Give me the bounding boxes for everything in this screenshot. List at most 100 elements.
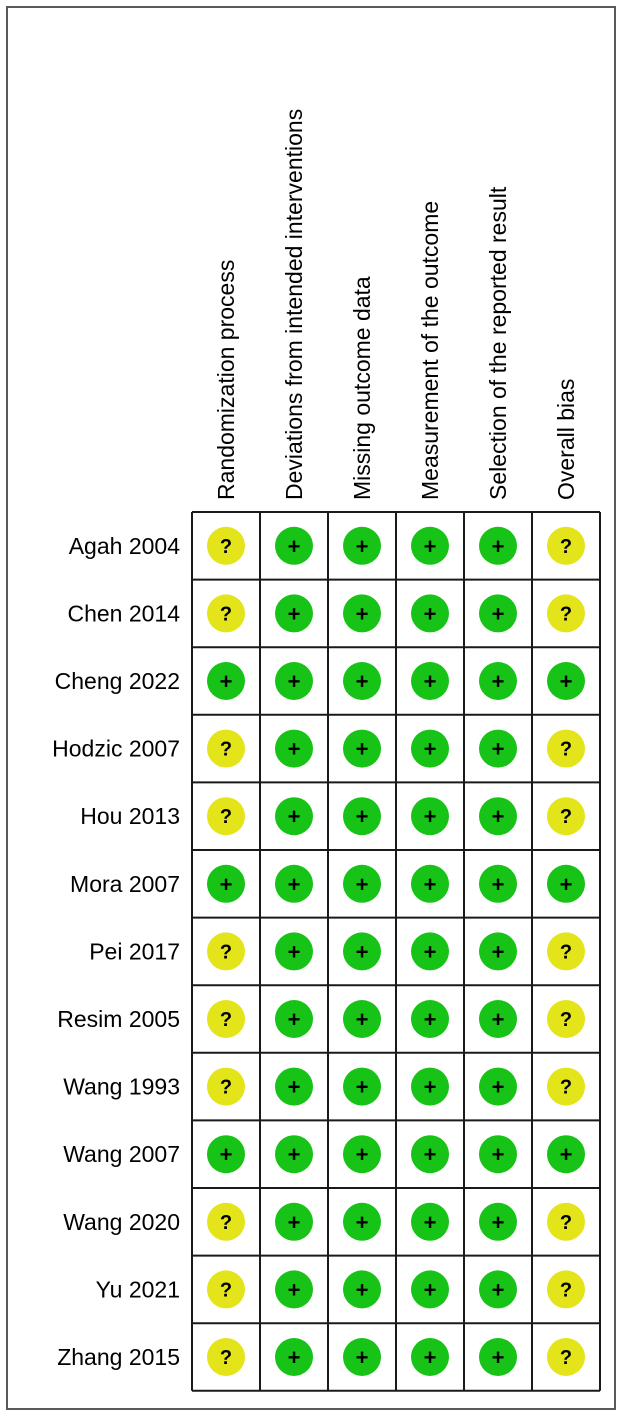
low-risk-marker xyxy=(479,864,517,903)
low-risk-marker xyxy=(275,864,313,903)
study-label: Mora 2007 xyxy=(70,871,180,897)
low-risk-marker xyxy=(479,594,517,633)
some-concerns-marker xyxy=(207,1338,245,1376)
plus-symbol: + xyxy=(424,1075,437,1100)
plus-symbol: + xyxy=(356,601,369,626)
some-concerns-marker xyxy=(547,797,585,836)
study-label: Agah 2004 xyxy=(69,533,180,559)
question-symbol: ? xyxy=(220,1347,232,1369)
question-symbol: ? xyxy=(560,603,572,625)
question-symbol: ? xyxy=(560,536,572,558)
plus-symbol: + xyxy=(288,1277,301,1302)
plus-symbol: + xyxy=(560,872,573,897)
question-symbol: ? xyxy=(220,603,232,625)
low-risk-marker xyxy=(343,1202,381,1241)
plus-symbol: + xyxy=(560,669,573,694)
question-symbol: ? xyxy=(220,1212,232,1234)
question-symbol: ? xyxy=(220,536,232,558)
plus-symbol: + xyxy=(492,1142,505,1167)
low-risk-marker xyxy=(411,662,449,700)
plus-symbol: + xyxy=(288,872,301,897)
low-risk-marker xyxy=(411,1338,449,1376)
plus-symbol: + xyxy=(424,534,437,559)
plus-symbol: + xyxy=(288,737,301,762)
study-label: Wang 1993 xyxy=(63,1074,180,1100)
low-risk-marker xyxy=(275,1000,313,1038)
plus-symbol: + xyxy=(356,872,369,897)
low-risk-marker xyxy=(343,1000,381,1038)
some-concerns-marker xyxy=(207,932,245,971)
plus-symbol: + xyxy=(424,601,437,626)
figure-frame xyxy=(6,6,616,1410)
study-label: Wang 2007 xyxy=(63,1141,180,1167)
low-risk-marker xyxy=(343,1270,381,1309)
plus-symbol: + xyxy=(424,939,437,964)
study-label: Hou 2013 xyxy=(80,803,180,829)
plus-symbol: + xyxy=(424,737,437,762)
low-risk-marker xyxy=(479,1135,517,1174)
low-risk-marker xyxy=(275,526,313,565)
some-concerns-marker xyxy=(547,594,585,633)
low-risk-marker xyxy=(479,1000,517,1038)
low-risk-marker xyxy=(547,662,585,700)
low-risk-marker xyxy=(411,1067,449,1106)
low-risk-marker xyxy=(275,1202,313,1241)
plus-symbol: + xyxy=(492,1007,505,1032)
low-risk-marker xyxy=(479,1067,517,1106)
low-risk-marker xyxy=(411,932,449,971)
low-risk-marker xyxy=(411,864,449,903)
low-risk-marker xyxy=(275,662,313,700)
study-label: Cheng 2022 xyxy=(55,668,180,694)
low-risk-marker xyxy=(479,729,517,768)
low-risk-marker xyxy=(275,594,313,633)
column-header: Overall bias xyxy=(553,379,579,500)
some-concerns-marker xyxy=(207,1000,245,1038)
plus-symbol: + xyxy=(356,1210,369,1235)
column-header: Randomization process xyxy=(213,260,239,500)
plus-symbol: + xyxy=(492,1075,505,1100)
low-risk-marker xyxy=(411,1000,449,1038)
question-symbol: ? xyxy=(220,1009,232,1031)
low-risk-marker xyxy=(275,797,313,836)
plus-symbol: + xyxy=(492,1345,505,1370)
question-symbol: ? xyxy=(560,1279,572,1301)
low-risk-marker xyxy=(411,729,449,768)
low-risk-marker xyxy=(343,526,381,565)
low-risk-marker xyxy=(343,594,381,633)
some-concerns-marker xyxy=(207,797,245,836)
question-symbol: ? xyxy=(560,1077,572,1099)
plus-symbol: + xyxy=(424,1210,437,1235)
plus-symbol: + xyxy=(288,534,301,559)
plus-symbol: + xyxy=(424,1345,437,1370)
question-symbol: ? xyxy=(220,806,232,828)
low-risk-marker xyxy=(479,1270,517,1309)
plus-symbol: + xyxy=(424,669,437,694)
low-risk-marker xyxy=(343,1338,381,1376)
plus-symbol: + xyxy=(288,1007,301,1032)
plus-symbol: + xyxy=(492,804,505,829)
low-risk-marker xyxy=(275,729,313,768)
question-symbol: ? xyxy=(560,941,572,963)
plus-symbol: + xyxy=(492,669,505,694)
low-risk-marker xyxy=(479,662,517,700)
low-risk-marker xyxy=(479,797,517,836)
plus-symbol: + xyxy=(220,872,233,897)
some-concerns-marker xyxy=(207,594,245,633)
low-risk-marker xyxy=(411,1135,449,1174)
question-symbol: ? xyxy=(560,1009,572,1031)
plus-symbol: + xyxy=(220,669,233,694)
question-symbol: ? xyxy=(220,1279,232,1301)
plus-symbol: + xyxy=(492,534,505,559)
plus-symbol: + xyxy=(288,1075,301,1100)
plus-symbol: + xyxy=(288,1142,301,1167)
some-concerns-marker xyxy=(207,729,245,768)
study-label: Zhang 2015 xyxy=(57,1344,180,1370)
plus-symbol: + xyxy=(220,1142,233,1167)
low-risk-marker xyxy=(275,1135,313,1174)
plus-symbol: + xyxy=(356,1007,369,1032)
plus-symbol: + xyxy=(356,939,369,964)
plus-symbol: + xyxy=(356,1345,369,1370)
low-risk-marker xyxy=(479,526,517,565)
plus-symbol: + xyxy=(424,1007,437,1032)
